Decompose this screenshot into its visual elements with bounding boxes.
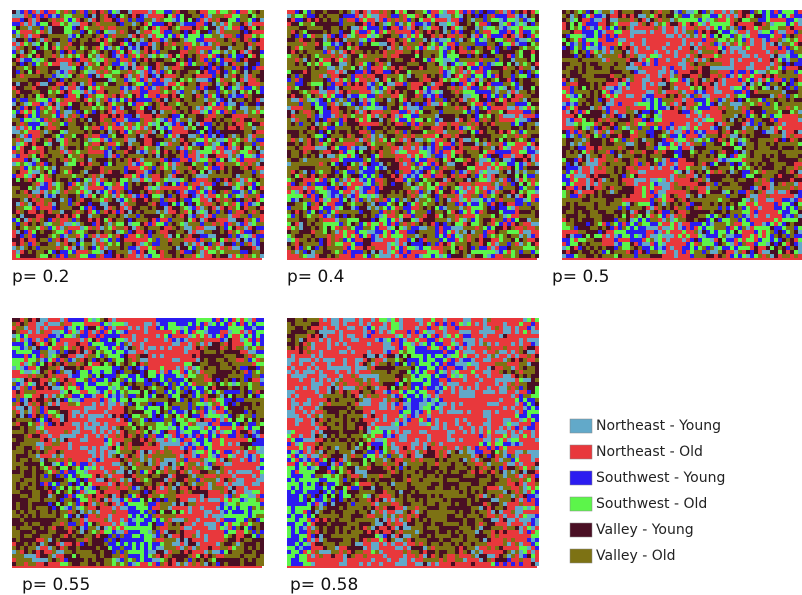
legend-swatch (570, 549, 592, 563)
legend-swatch (570, 419, 592, 433)
map-panel (562, 10, 802, 260)
panel-label: p= 0.5 (552, 267, 609, 287)
panel-label: p= 0.58 (290, 575, 358, 595)
map-panel (287, 10, 539, 260)
map-panel (287, 318, 539, 568)
legend-label: Northeast - Old (596, 444, 703, 460)
legend-swatch (570, 497, 592, 511)
map-panel (12, 318, 264, 568)
map-panel (12, 10, 264, 260)
panel-label: p= 0.55 (22, 575, 90, 595)
legend-label: Southwest - Old (596, 496, 707, 512)
legend-swatch (570, 445, 592, 459)
figure: p= 0.2 p= 0.4 p= 0.5 p= 0.55 p= 0.58 Northeas… (0, 0, 802, 595)
legend-swatch (570, 471, 592, 485)
legend-label: Valley - Young (596, 522, 694, 538)
legend-label: Southwest - Young (596, 470, 725, 486)
panel-label: p= 0.4 (287, 267, 344, 287)
legend-label: Valley - Old (596, 548, 676, 564)
legend-swatch (570, 523, 592, 537)
panel-label: p= 0.2 (12, 267, 69, 287)
legend-label: Northeast - Young (596, 418, 721, 434)
